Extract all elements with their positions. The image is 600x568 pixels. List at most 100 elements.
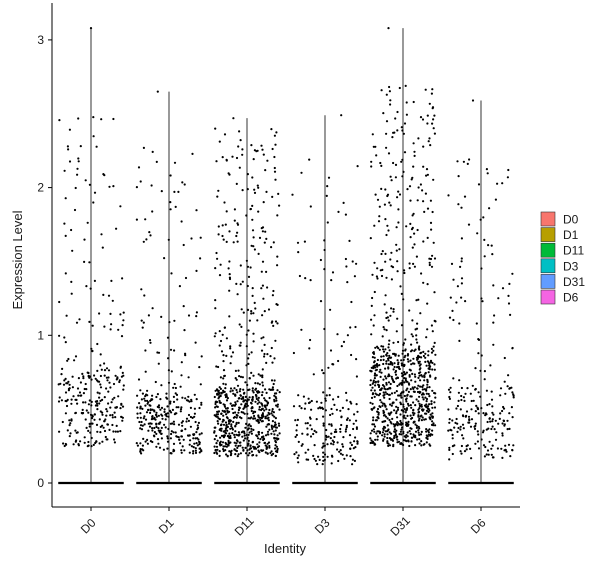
data-point [458,379,461,382]
data-point [415,299,418,302]
data-point [378,370,381,373]
data-point [498,417,501,420]
data-point [333,403,336,406]
data-point [427,392,430,396]
data-point [409,199,412,202]
data-point [353,440,356,443]
data-point [139,412,142,415]
max-point [232,117,235,120]
legend-label-D31: D31 [563,275,585,289]
data-point [390,392,394,395]
data-point [228,277,232,281]
data-point [433,341,436,344]
data-point [381,250,384,253]
data-point [483,455,486,458]
data-point [259,418,262,422]
data-point [243,434,246,437]
data-point [429,434,432,437]
data-point [248,431,251,434]
data-point [324,409,327,412]
data-point [169,201,172,204]
data-point [349,447,352,450]
data-point [416,322,419,325]
data-point [337,210,340,213]
data-point [147,408,150,412]
data-point [273,170,277,173]
data-point [382,414,386,417]
data-point [267,441,271,444]
data-point [148,404,151,407]
data-point [418,417,421,420]
data-point [141,424,144,427]
data-point [396,416,399,419]
data-point [69,422,72,425]
data-point [406,414,409,417]
data-point [76,431,79,434]
data-point [313,429,316,432]
data-point [493,314,496,317]
data-point [227,435,230,438]
data-point [408,383,411,386]
data-point [420,430,423,433]
data-point [369,237,372,240]
data-point [66,359,69,362]
data-point [227,422,231,425]
data-point [85,285,88,288]
data-point [404,417,407,420]
data-point [239,444,242,447]
data-point [267,411,270,414]
data-point [192,437,195,440]
data-point [427,350,430,353]
data-point [150,398,153,401]
y-tick-label: 1 [37,328,44,342]
data-point [277,192,280,195]
data-point [422,350,425,353]
data-point [405,389,408,392]
data-point [403,407,406,411]
data-point [224,407,228,410]
data-point [395,412,398,415]
data-point [336,441,339,444]
data-point [214,307,217,310]
data-point [396,260,399,263]
data-point [374,193,377,196]
data-point [140,428,144,431]
data-point [143,294,146,297]
data-point [121,405,125,408]
data-point [432,424,435,427]
data-point [236,455,239,458]
data-point [412,413,415,417]
data-point [261,415,264,419]
data-point [227,419,230,422]
data-point [390,307,393,310]
data-point [348,434,352,437]
data-point [377,394,380,397]
data-point [263,404,267,407]
data-point [241,148,244,151]
data-point [426,114,429,117]
data-point [307,448,310,451]
data-point [198,441,201,444]
data-point [255,395,258,398]
data-point [341,406,344,409]
data-point [224,445,227,448]
data-point [465,410,469,413]
data-point [177,190,180,193]
data-point [309,338,312,342]
data-point [262,438,265,442]
data-point [322,424,325,427]
data-point [261,384,264,387]
data-point [225,399,229,402]
data-point [412,212,415,215]
data-point [306,427,309,430]
data-point [140,288,143,291]
data-point [329,413,332,417]
data-point [224,395,227,399]
data-point [154,380,157,384]
data-point [462,415,465,418]
data-point [106,438,109,441]
data-point [142,146,145,149]
data-point [427,431,430,434]
data-point [253,414,256,418]
data-point [423,418,426,421]
